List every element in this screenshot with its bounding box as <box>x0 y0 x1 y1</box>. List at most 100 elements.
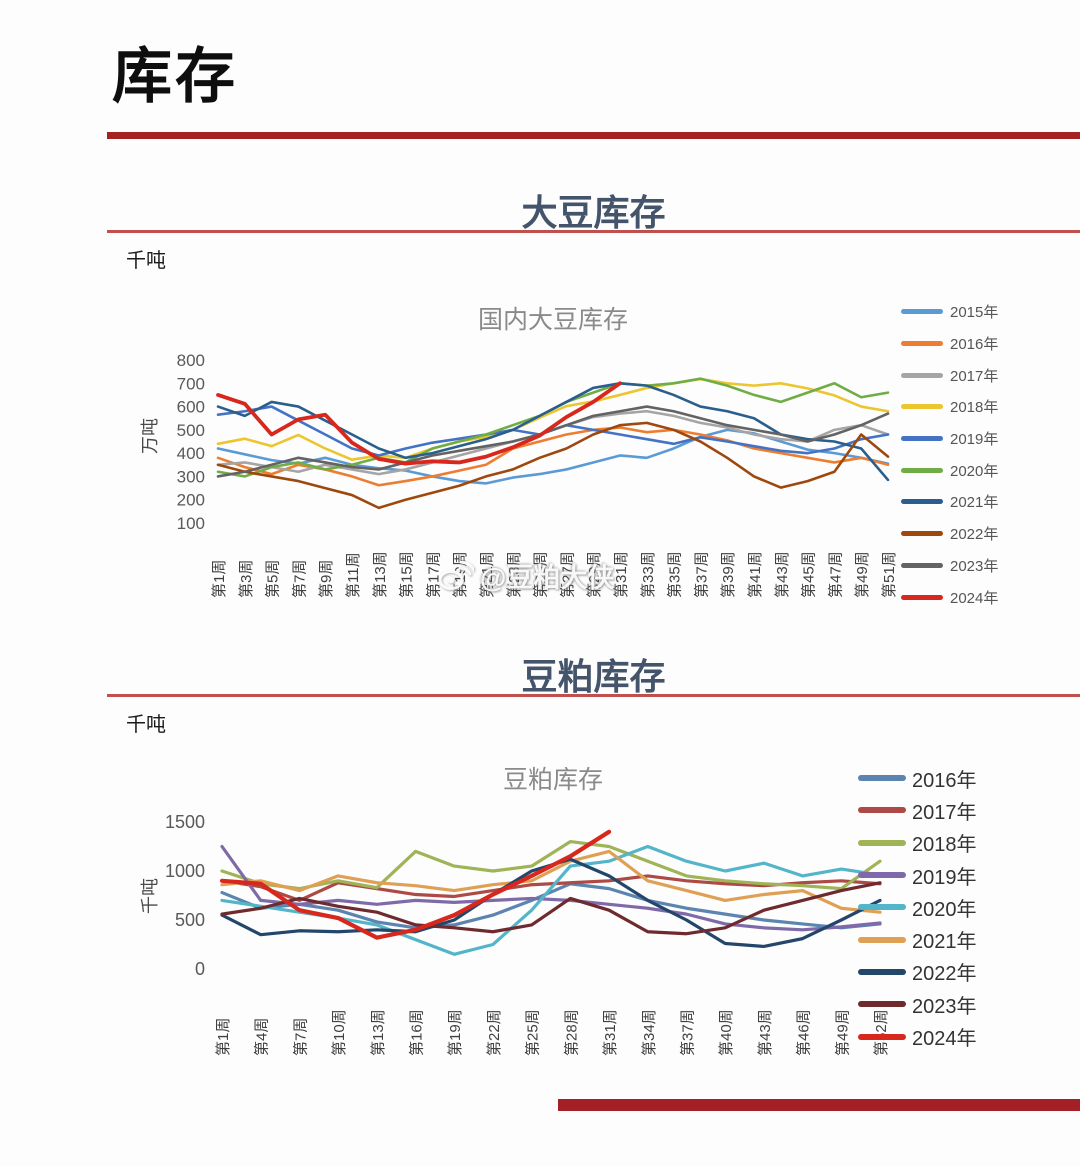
x-tick-label: 第19周 <box>446 1009 464 1056</box>
x-tick-label: 第25周 <box>524 1009 542 1056</box>
x-tick-label: 第10周 <box>330 1009 348 1056</box>
legend-item-2022年: 2022年 <box>901 518 998 550</box>
y-axis-unit: 千吨 <box>140 878 160 914</box>
legend-swatch <box>858 807 906 814</box>
x-tick-label: 第11周 <box>344 552 362 598</box>
x-tick-label: 第29周 <box>585 551 603 598</box>
series-line-2015年 <box>216 428 890 485</box>
legend-swatch <box>901 467 943 473</box>
x-tick-label: 第13周 <box>371 551 389 598</box>
x-tick-label: 第7周 <box>290 560 308 598</box>
x-tick-label: 第31周 <box>612 551 630 598</box>
soymeal-chart-legend: 2016年 2017年 2018年 2019年 2020年 2021年 2022年 2023年… <box>858 762 977 1053</box>
legend-label: 2023年 <box>912 995 977 1018</box>
x-tick-label: 第13周 <box>369 1009 387 1056</box>
legend-item-2020年: 2020年 <box>901 454 998 486</box>
x-tick-label: 第4周 <box>253 1018 271 1056</box>
legend-item-2017年: 2017年 <box>858 794 977 826</box>
section-title-soybean: 大豆库存 <box>521 192 666 233</box>
x-tick-label: 第23周 <box>505 551 523 598</box>
legend-swatch <box>858 1033 906 1040</box>
x-tick-label: 第34周 <box>640 1009 658 1056</box>
x-tick-label: 第1周 <box>214 1018 232 1056</box>
legend-label: 2017年 <box>950 367 999 385</box>
legend-label: 2018年 <box>950 399 999 417</box>
series-line-2018年 <box>216 377 890 461</box>
x-tick-label: 第19周 <box>451 551 469 598</box>
legend-item-2016年: 2016年 <box>858 762 977 794</box>
x-tick-label: 第41周 <box>746 551 764 598</box>
y-tick-label: 0 <box>195 959 205 979</box>
legend-swatch <box>858 968 906 975</box>
x-tick-label: 第47周 <box>826 551 844 598</box>
legend-item-2018年: 2018年 <box>901 391 998 423</box>
legend-label: 2021年 <box>950 494 999 512</box>
series-line-2023年 <box>216 405 890 478</box>
legend-swatch <box>901 594 943 600</box>
series-line-2018年 <box>220 839 882 891</box>
series-line-2023年 <box>220 881 882 936</box>
legend-label: 2020年 <box>950 462 999 480</box>
x-tick-label: 第35周 <box>666 551 684 598</box>
legend-swatch <box>901 436 943 442</box>
legend-swatch <box>901 499 943 505</box>
x-tick-label: 第37周 <box>678 1009 696 1056</box>
legend-label: 2019年 <box>912 866 977 889</box>
section-rule-soybean <box>107 230 1080 233</box>
soymeal-chart-canvas: 千吨 1500 1000 500 0 第1周 第4周 第7周 第10周 第13周 第16周 第19周 第… <box>140 812 890 1056</box>
legend-item-2017年: 2017年 <box>901 359 998 391</box>
x-tick-label: 第49周 <box>833 1009 851 1056</box>
x-tick-label: 第28周 <box>562 1009 580 1056</box>
x-tick-label: 第1周 <box>210 560 228 598</box>
x-tick-label: 第45周 <box>800 551 818 598</box>
series-line-2016年 <box>216 426 890 487</box>
y-axis-unit: 万吨 <box>140 418 160 454</box>
legend-swatch <box>858 872 906 879</box>
legend-item-2022年: 2022年 <box>858 956 977 988</box>
x-tick-label: 第17周 <box>424 551 442 598</box>
legend-item-2018年: 2018年 <box>858 827 977 859</box>
soybean-chart-title: 国内大豆库存 <box>477 306 628 334</box>
x-tick-label: 第3周 <box>237 560 255 598</box>
y-tick-label: 800 <box>177 351 205 370</box>
legend-swatch <box>858 904 906 911</box>
legend-swatch <box>901 372 943 378</box>
legend-item-2020年: 2020年 <box>858 891 977 923</box>
legend-swatch <box>858 936 906 943</box>
x-tick-label: 第22周 <box>485 1009 503 1056</box>
x-tick-label: 第46周 <box>795 1009 813 1056</box>
x-tick-label: 第37周 <box>692 551 710 598</box>
legend-swatch <box>858 839 906 846</box>
series-line-2024年 <box>216 381 622 466</box>
x-tick-label: 第40周 <box>717 1009 735 1056</box>
legend-label: 2022年 <box>912 963 977 986</box>
y-tick-label: 700 <box>177 374 205 393</box>
legend-item-2019年: 2019年 <box>901 423 998 455</box>
x-tick-label: 第43周 <box>756 1009 774 1056</box>
legend-swatch <box>901 309 943 315</box>
x-tick-label: 第31周 <box>601 1009 619 1056</box>
x-tick-label: 第49周 <box>853 551 871 598</box>
footer-accent-bar <box>558 1099 1080 1111</box>
legend-label: 2023年 <box>950 557 999 575</box>
page-title: 库存 <box>112 43 238 110</box>
series-line-2019年 <box>220 844 882 932</box>
legend-swatch <box>858 775 906 782</box>
series-line-2016年 <box>220 882 882 930</box>
legend-label: 2016年 <box>950 336 999 354</box>
x-tick-label: 第39周 <box>719 551 737 598</box>
series-line-2024年 <box>219 829 612 940</box>
y-tick-label: 100 <box>177 514 205 533</box>
legend-label: 2017年 <box>912 801 977 824</box>
legend-label: 2018年 <box>912 834 977 857</box>
legend-item-2015年: 2015年 <box>901 296 998 328</box>
legend-item-2021年: 2021年 <box>858 923 977 955</box>
x-tick-label: 第7周 <box>291 1018 309 1056</box>
x-tick-label: 第16周 <box>408 1009 426 1056</box>
y-tick-label: 300 <box>177 467 205 486</box>
legend-swatch <box>901 404 943 410</box>
y-tick-label: 500 <box>177 421 205 440</box>
legend-item-2019年: 2019年 <box>858 859 977 891</box>
legend-swatch <box>901 531 943 537</box>
legend-label: 2020年 <box>912 898 977 921</box>
